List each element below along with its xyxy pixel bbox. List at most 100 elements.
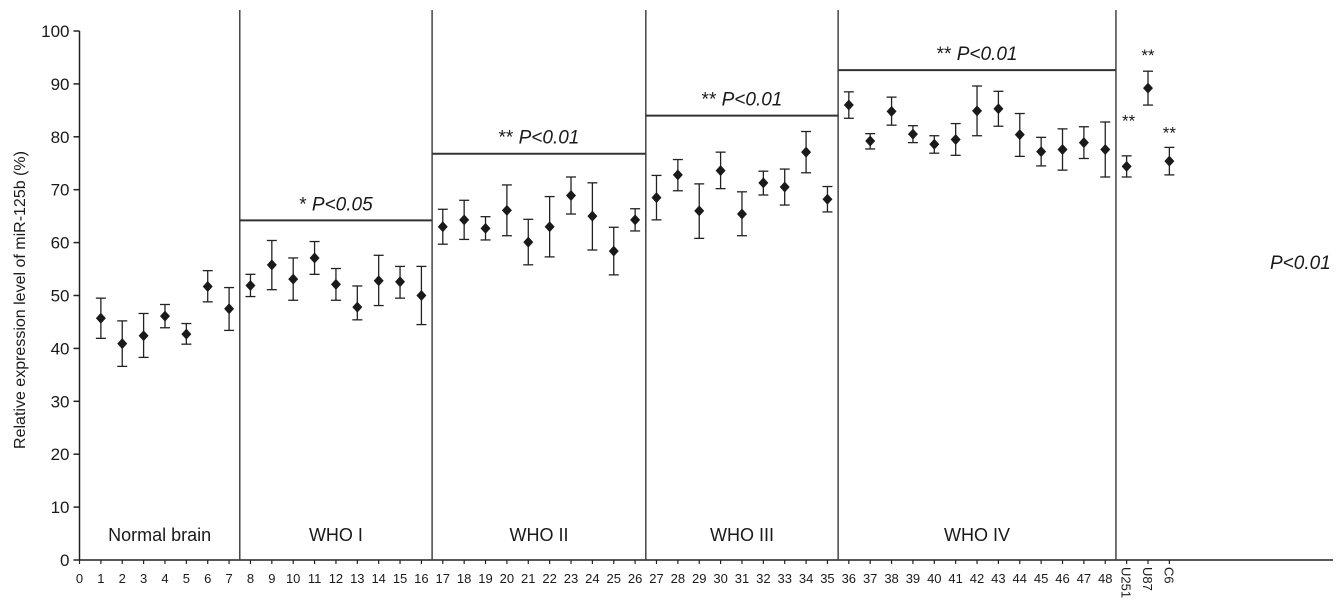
data-point-8: [245, 273, 256, 298]
data-point-20: [501, 184, 512, 237]
x-tick-label: 21: [521, 571, 535, 586]
y-axis-ticks: 0 10 20 30 40 50 60 70 80 90 100: [41, 22, 80, 570]
point-marker: [266, 259, 277, 271]
data-point-36: [843, 91, 854, 119]
data-point-48: [1100, 121, 1111, 178]
group-significance: ** P<0.01: [499, 128, 580, 149]
data-point-47: [1078, 126, 1089, 160]
x-tick-label: 18: [457, 571, 471, 586]
data-point-17: [437, 208, 448, 245]
x-tick-label: 47: [1077, 571, 1091, 586]
x-tick-label: 8: [247, 571, 254, 586]
y-tick-label: 90: [51, 75, 70, 94]
point-marker: [330, 278, 341, 290]
data-point-2: [117, 320, 128, 368]
point-marker: [1143, 82, 1153, 94]
point-marker: [95, 312, 106, 324]
point-marker: [694, 205, 705, 217]
y-axis-title: Relative expression level of miR-125b (%…: [12, 151, 29, 449]
x-tick-label: 26: [628, 571, 642, 586]
x-tick-label: 45: [1034, 571, 1048, 586]
cell-line-p-note: P<0.01: [1270, 253, 1331, 274]
x-tick-label: 39: [906, 571, 920, 586]
point-marker: [822, 193, 833, 205]
data-point-16: [416, 265, 427, 326]
point-marker: [544, 221, 555, 233]
data-point-C6: **: [1163, 123, 1177, 176]
data-point-21: [523, 218, 534, 266]
point-marker: [245, 279, 256, 291]
point-marker: [437, 221, 448, 233]
data-point-35: [822, 185, 833, 213]
point-marker: [736, 208, 747, 220]
data-point-26: [630, 208, 641, 232]
significance-stars: **: [499, 128, 519, 149]
y-tick-label: 40: [51, 339, 70, 358]
point-significance: **: [1163, 123, 1177, 142]
data-point-14: [373, 254, 384, 307]
x-tick-label: 28: [671, 571, 685, 586]
data-point-19: [480, 216, 491, 241]
data-point-6: [202, 269, 213, 303]
group-significance: * P<0.05: [299, 194, 373, 215]
point-marker: [395, 276, 406, 288]
point-marker: [288, 273, 299, 285]
data-point-42: [972, 85, 983, 137]
y-tick-label: 30: [51, 392, 70, 411]
p-value: P<0.05: [312, 194, 373, 215]
point-marker: [138, 330, 149, 342]
group-label: WHO IV: [944, 525, 1010, 545]
point-marker: [651, 192, 662, 204]
x-tick-label: 25: [607, 571, 621, 586]
data-point-25: [608, 226, 619, 276]
x-tick-label: 33: [777, 571, 791, 586]
point-significance: **: [1122, 111, 1136, 130]
point-marker: [202, 281, 213, 293]
point-marker: [566, 190, 577, 202]
x-tick-label: 11: [308, 571, 322, 586]
data-point-44: [1014, 112, 1025, 158]
point-marker: [117, 338, 128, 350]
significance-stars: *: [299, 194, 312, 215]
x-tick-label: 5: [183, 571, 190, 586]
point-marker: [801, 146, 812, 158]
data-point-28: [672, 158, 683, 192]
data-point-9: [266, 239, 277, 291]
x-axis-ticks: 0 1 2 3 4 5 6 7 8 9 10 11 12 13 14 15 16 17 18 19 20 21 22 23 24…: [76, 560, 1176, 598]
point-marker: [416, 290, 427, 301]
y-tick-label: 80: [51, 128, 70, 147]
data-point-40: [929, 135, 940, 154]
point-marker: [1036, 146, 1047, 158]
x-tick-label: 15: [393, 571, 407, 586]
p-value: P<0.01: [957, 44, 1018, 65]
x-tick-label: 36: [842, 571, 856, 586]
group-label: Normal brain: [108, 525, 211, 545]
data-point-18: [459, 199, 470, 241]
x-tick-label: 44: [1013, 571, 1027, 586]
data-point-32: [758, 170, 769, 196]
point-marker: [715, 165, 726, 177]
point-marker: [993, 103, 1004, 115]
x-tick-label: 7: [225, 571, 232, 586]
x-tick-label: 32: [756, 571, 770, 586]
point-marker: [929, 138, 940, 150]
x-tick-label: 37: [863, 571, 877, 586]
point-significance: **: [1141, 46, 1155, 65]
x-tick-label: 27: [649, 571, 663, 586]
data-point-30: [715, 151, 726, 190]
x-tick-label: 38: [884, 571, 898, 586]
point-marker: [907, 128, 918, 140]
p-value: P<0.01: [519, 128, 580, 149]
x-tick-label: 34: [799, 571, 813, 586]
data-point-38: [886, 96, 897, 126]
data-point-U251: **: [1121, 111, 1136, 178]
group-label: WHO II: [509, 525, 568, 545]
y-tick-label: 100: [41, 22, 69, 41]
x-tick-label: 29: [692, 571, 706, 586]
group-label: WHO I: [309, 525, 363, 545]
x-tick-label: 10: [286, 571, 300, 586]
x-tick-label: 41: [948, 571, 962, 586]
point-marker: [309, 252, 320, 264]
x-tick-label: 6: [204, 571, 211, 586]
